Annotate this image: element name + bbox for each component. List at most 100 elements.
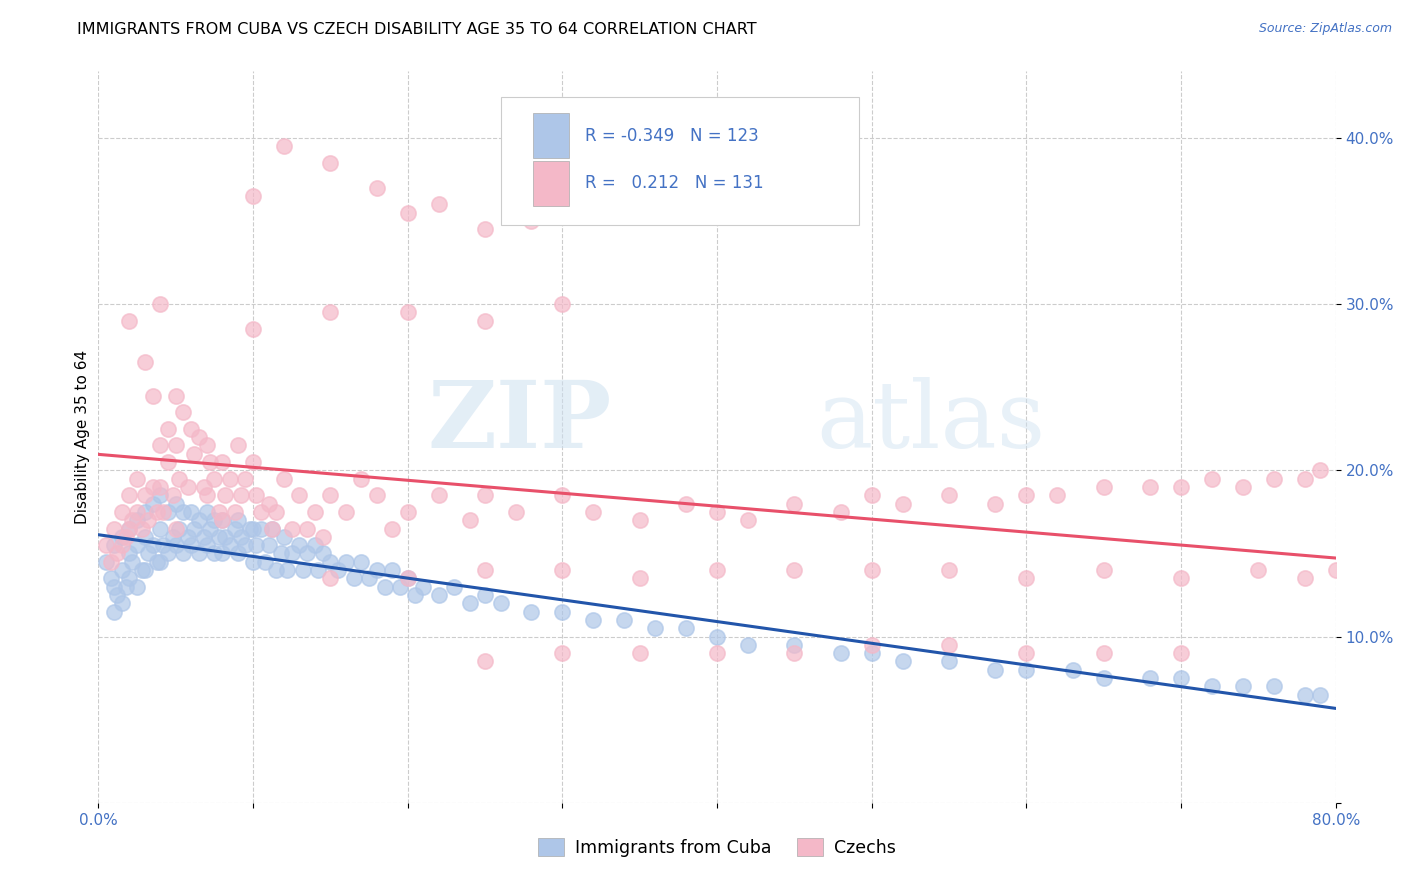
Point xyxy=(1309,463,1331,477)
Point xyxy=(319,555,342,569)
Point xyxy=(474,655,496,669)
Point xyxy=(319,305,342,319)
Point xyxy=(131,521,153,535)
Point xyxy=(127,505,149,519)
Point xyxy=(121,555,143,569)
Point xyxy=(131,563,153,577)
Point xyxy=(1294,571,1316,585)
Point xyxy=(149,297,172,311)
Point xyxy=(127,472,149,486)
Point xyxy=(188,430,211,444)
Point xyxy=(149,480,172,494)
Point xyxy=(783,563,806,577)
Point xyxy=(180,538,202,552)
Point xyxy=(193,530,215,544)
Point xyxy=(226,546,249,560)
Point xyxy=(335,555,357,569)
Point xyxy=(167,521,190,535)
Point xyxy=(551,605,574,619)
Point xyxy=(111,538,132,552)
Point xyxy=(474,222,496,236)
Point xyxy=(204,513,226,527)
Point xyxy=(149,555,172,569)
Point xyxy=(111,563,132,577)
Point xyxy=(103,538,125,552)
Point xyxy=(474,588,496,602)
Point xyxy=(1139,480,1161,494)
Point xyxy=(984,663,1007,677)
Legend: Immigrants from Cuba, Czechs: Immigrants from Cuba, Czechs xyxy=(531,831,903,863)
Point xyxy=(366,180,388,194)
Text: R = -0.349   N = 123: R = -0.349 N = 123 xyxy=(585,127,758,145)
Point xyxy=(860,638,883,652)
Point xyxy=(326,563,350,577)
Point xyxy=(233,472,257,486)
Point xyxy=(1046,488,1069,502)
Point xyxy=(242,322,264,336)
Point xyxy=(152,505,174,519)
Point xyxy=(165,388,187,402)
Text: IMMIGRANTS FROM CUBA VS CZECH DISABILITY AGE 35 TO 64 CORRELATION CHART: IMMIGRANTS FROM CUBA VS CZECH DISABILITY… xyxy=(77,22,756,37)
Point xyxy=(520,605,543,619)
Point xyxy=(474,563,496,577)
FancyBboxPatch shape xyxy=(533,113,568,159)
Point xyxy=(211,546,233,560)
Point xyxy=(304,538,326,552)
Point xyxy=(582,613,605,627)
Point xyxy=(214,530,236,544)
Point xyxy=(381,521,404,535)
Point xyxy=(830,505,852,519)
Point xyxy=(157,455,180,469)
Point xyxy=(1263,472,1285,486)
Point xyxy=(245,488,267,502)
Point xyxy=(162,530,184,544)
Point xyxy=(783,646,806,660)
Point xyxy=(412,580,434,594)
Point xyxy=(214,488,236,502)
Point xyxy=(195,505,218,519)
Point xyxy=(229,530,252,544)
Point xyxy=(127,513,149,527)
Point xyxy=(613,613,636,627)
Point xyxy=(141,480,165,494)
Point xyxy=(1139,671,1161,685)
Point xyxy=(938,638,960,652)
Point xyxy=(165,497,187,511)
Point xyxy=(860,646,883,660)
Point xyxy=(783,497,806,511)
Point xyxy=(195,488,218,502)
Point xyxy=(152,538,174,552)
Point xyxy=(551,646,574,660)
Point xyxy=(830,646,852,660)
Point xyxy=(242,455,264,469)
Point xyxy=(350,472,373,486)
Point xyxy=(1309,688,1331,702)
Point xyxy=(706,563,728,577)
Point xyxy=(374,580,396,594)
Point xyxy=(260,521,283,535)
Point xyxy=(297,521,319,535)
Point xyxy=(195,538,218,552)
Point xyxy=(134,505,156,519)
Point xyxy=(644,621,666,635)
Point xyxy=(111,505,132,519)
Point xyxy=(226,438,249,452)
Point xyxy=(118,488,141,502)
Point xyxy=(134,530,156,544)
Point xyxy=(162,488,184,502)
Point xyxy=(149,438,172,452)
Point xyxy=(281,546,304,560)
Point xyxy=(628,513,651,527)
Point xyxy=(281,521,304,535)
Point xyxy=(105,588,128,602)
Point xyxy=(1232,680,1254,694)
Point xyxy=(474,488,496,502)
Point xyxy=(188,513,211,527)
Point xyxy=(141,497,165,511)
Point xyxy=(260,521,283,535)
Point xyxy=(165,438,187,452)
Point xyxy=(111,530,132,544)
Point xyxy=(938,563,960,577)
FancyBboxPatch shape xyxy=(533,161,568,206)
Point xyxy=(1170,480,1192,494)
